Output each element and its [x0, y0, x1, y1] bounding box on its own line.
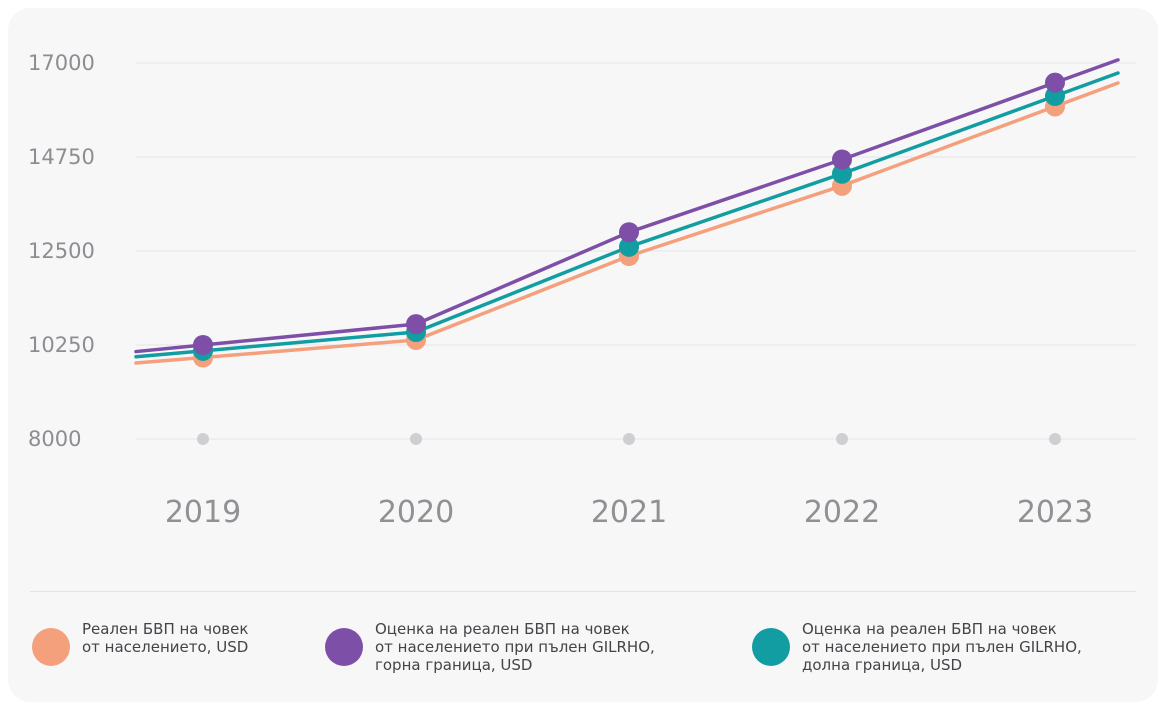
legend-swatch-lower-bound [752, 628, 790, 666]
series-points [193, 72, 1065, 368]
legend-swatch-real-gdp [32, 628, 70, 666]
baseline-dot [197, 433, 209, 445]
y-tick-label: 8000 [28, 427, 81, 451]
legend-divider [30, 591, 1136, 592]
data-point-s2 [832, 149, 852, 170]
x-tick-label: 2019 [165, 495, 241, 530]
series-line-s2 [134, 58, 1120, 354]
x-axis-ticks: 2019 2020 2021 2022 2023 [165, 495, 1093, 530]
y-tick-label: 17000 [28, 51, 95, 75]
data-point-s3 [619, 236, 639, 257]
line-chart: 17000 14750 12500 10250 8000 2019 2020 2021 202… [28, 51, 1136, 530]
baseline-dots [197, 433, 1061, 445]
baseline-dot [623, 433, 635, 445]
legend-label-real-gdp: Реален БВП на човек от населението, USD [82, 620, 249, 656]
y-tick-label: 10250 [28, 333, 95, 357]
baseline-dot [1049, 433, 1061, 445]
x-tick-label: 2021 [591, 495, 667, 530]
series-lines [134, 58, 1120, 365]
legend-label-upper-bound: Оценка на реален БВП на човек от населен… [375, 620, 655, 674]
x-tick-label: 2023 [1017, 495, 1093, 530]
legend-label-lower-bound: Оценка на реален БВП на човек от населен… [802, 620, 1082, 674]
y-tick-label: 14750 [28, 145, 95, 169]
data-point-s2 [619, 222, 639, 243]
x-tick-label: 2022 [804, 495, 880, 530]
data-point-s3 [832, 163, 852, 184]
data-point-s2 [1045, 72, 1065, 93]
series-line-s3 [134, 71, 1120, 359]
x-tick-label: 2020 [378, 495, 454, 530]
legend-swatch-upper-bound [325, 628, 363, 666]
chart-card: 17000 14750 12500 10250 8000 2019 2020 2021 202… [8, 8, 1158, 702]
y-axis-ticks: 17000 14750 12500 10250 8000 [28, 51, 95, 451]
data-point-s2 [193, 335, 213, 355]
baseline-dot [836, 433, 848, 445]
data-point-s2 [406, 314, 426, 335]
y-tick-label: 12500 [28, 239, 95, 263]
baseline-dot [410, 433, 422, 445]
